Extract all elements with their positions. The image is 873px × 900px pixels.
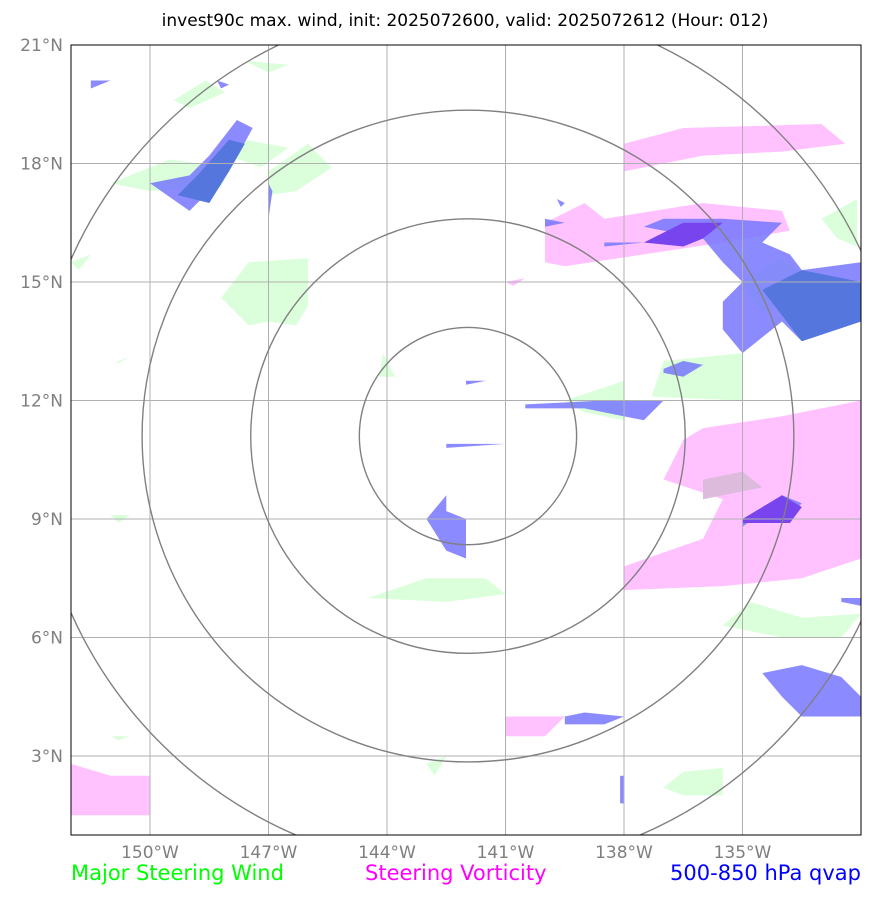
legend-steering-vorticity: Steering Vorticity — [365, 861, 547, 885]
500-850-hpa-qvap-region-15 — [620, 775, 624, 804]
500-850-hpa-qvap-region-8 — [525, 400, 664, 421]
x-tick-label: 147°W — [240, 843, 298, 863]
legend-qvap: 500-850 hPa qvap — [670, 861, 861, 885]
500-850-hpa-qvap-region-13 — [564, 712, 624, 725]
plot-frame — [70, 44, 862, 836]
500-850-hpa-qvap-region-16 — [841, 598, 861, 606]
500-850-hpa-qvap-region-14 — [762, 665, 861, 717]
range-ring-2 — [250, 218, 686, 654]
y-tick-label: 18°N — [20, 155, 63, 175]
x-tick-label: 135°W — [714, 843, 772, 863]
steering-vorticity-region-0 — [624, 124, 846, 172]
y-tick-label: 12°N — [20, 392, 63, 412]
x-tick-label: 150°W — [121, 843, 179, 863]
500-850-hpa-qvap-region-6 — [466, 380, 486, 385]
x-tick-label: 141°W — [477, 843, 535, 863]
500-850-hpa-qvap-region-1 — [90, 80, 111, 89]
major-steering-wind-region-2 — [229, 139, 289, 168]
major-steering-wind-region-12 — [722, 601, 861, 638]
major-steering-wind-region-5 — [221, 258, 308, 326]
major-steering-wind-region-3 — [268, 143, 332, 196]
legend-major-steering-wind: Major Steering Wind — [71, 861, 284, 885]
y-tick-label: 15°N — [20, 273, 63, 293]
major-steering-wind-region-13 — [663, 767, 723, 796]
major-steering-wind-region-11 — [821, 199, 858, 247]
chart-title: invest90c max. wind, init: 2025072600, v… — [162, 11, 769, 31]
major-steering-wind-region-9 — [651, 353, 743, 401]
x-tick-label: 138°W — [595, 843, 653, 863]
overlap-wind-qvap-region-1 — [762, 270, 861, 342]
y-tick-label: 6°N — [31, 629, 63, 649]
steering-vorticity-region-4 — [71, 763, 150, 816]
major-steering-wind-region-6 — [367, 578, 506, 602]
500-850-hpa-qvap-region-4 — [545, 218, 565, 227]
500-850-hpa-qvap-region-2 — [217, 80, 229, 89]
y-tick-label: 21°N — [20, 36, 63, 56]
major-steering-wind-region-4 — [244, 60, 289, 73]
y-tick-label: 9°N — [31, 510, 63, 530]
steering-vorticity-region-3 — [505, 716, 565, 737]
500-850-hpa-qvap-region-7 — [446, 443, 506, 448]
major-steering-wind-region-15 — [71, 254, 91, 271]
overlap-wind-vorticity-region-0 — [703, 471, 763, 500]
y-tick-label: 3°N — [31, 747, 63, 767]
major-steering-wind-region-16 — [114, 357, 131, 365]
overlap-wind-qvap-region-0 — [177, 139, 245, 203]
500-850-hpa-qvap-region-9 — [426, 495, 466, 559]
x-tick-label: 144°W — [358, 843, 416, 863]
range-ring-3 — [141, 109, 795, 763]
range-ring-1 — [358, 326, 578, 546]
major-steering-wind-region-18 — [110, 736, 131, 741]
500-850-hpa-qvap-region-3 — [268, 183, 273, 219]
500-850-hpa-qvap-region-11 — [663, 361, 703, 377]
500-850-hpa-qvap-region-5 — [556, 199, 565, 207]
overlap-vorticity-qvap-region-0 — [643, 222, 723, 247]
